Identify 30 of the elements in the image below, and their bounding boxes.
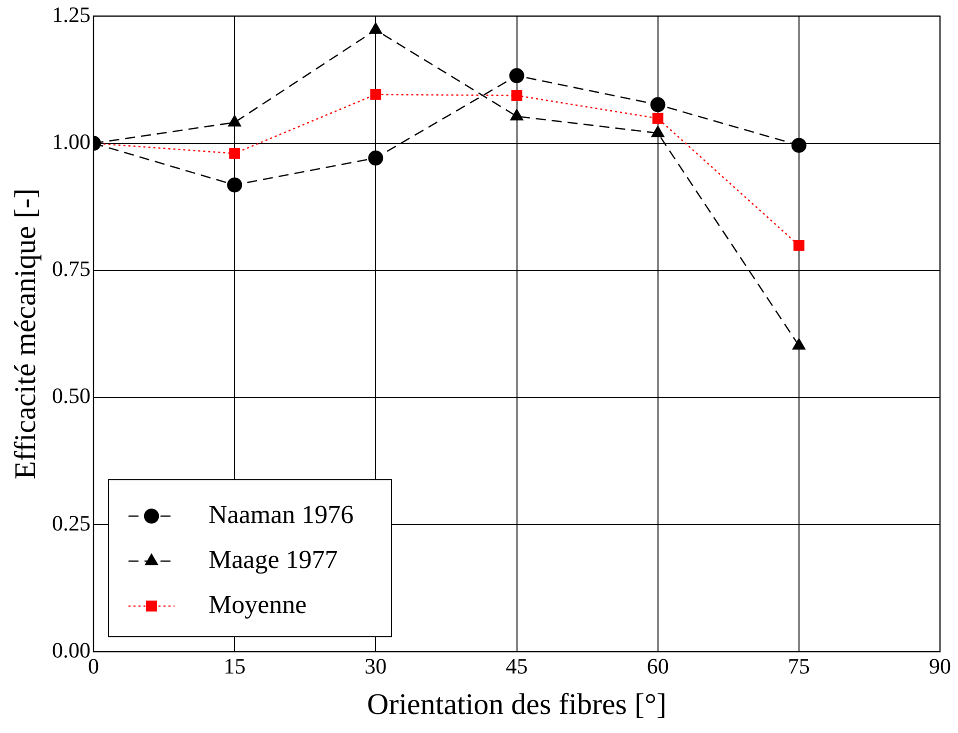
point (650, 97, 666, 112)
point (791, 138, 806, 153)
y-tick-label: 1.00 (52, 129, 90, 154)
x-tick-label: 90 (929, 654, 951, 679)
point (229, 148, 240, 159)
x-tick-label: 60 (646, 654, 669, 679)
x-tick-label: 75 (788, 654, 810, 679)
y-axis-title: Efficacité mécanique [-] (8, 188, 42, 480)
point (370, 89, 382, 100)
point (227, 177, 242, 192)
point (368, 150, 384, 166)
point (652, 112, 664, 124)
legend-label: Naaman 1976 (208, 500, 354, 529)
point (509, 68, 524, 84)
x-axis-title: Orientation des fibres [°] (367, 688, 666, 721)
point (511, 90, 522, 101)
legend-label: Maage 1977 (208, 544, 338, 574)
x-tick-label: 0 (88, 654, 99, 679)
legend-label: Moyenne (208, 590, 307, 619)
x-tick-label: 30 (364, 654, 387, 679)
x-tick-label: 45 (506, 654, 528, 679)
point (651, 126, 664, 138)
point (793, 240, 804, 251)
y-tick-label: 0.00 (52, 637, 90, 662)
y-tick-label: 0.25 (52, 510, 90, 536)
y-tick-label: 1.25 (52, 2, 90, 27)
x-tick-label: 15 (224, 654, 246, 679)
y-tick-label: 0.75 (52, 256, 90, 282)
y-tick-label: 0.50 (52, 383, 90, 408)
point (792, 338, 806, 350)
